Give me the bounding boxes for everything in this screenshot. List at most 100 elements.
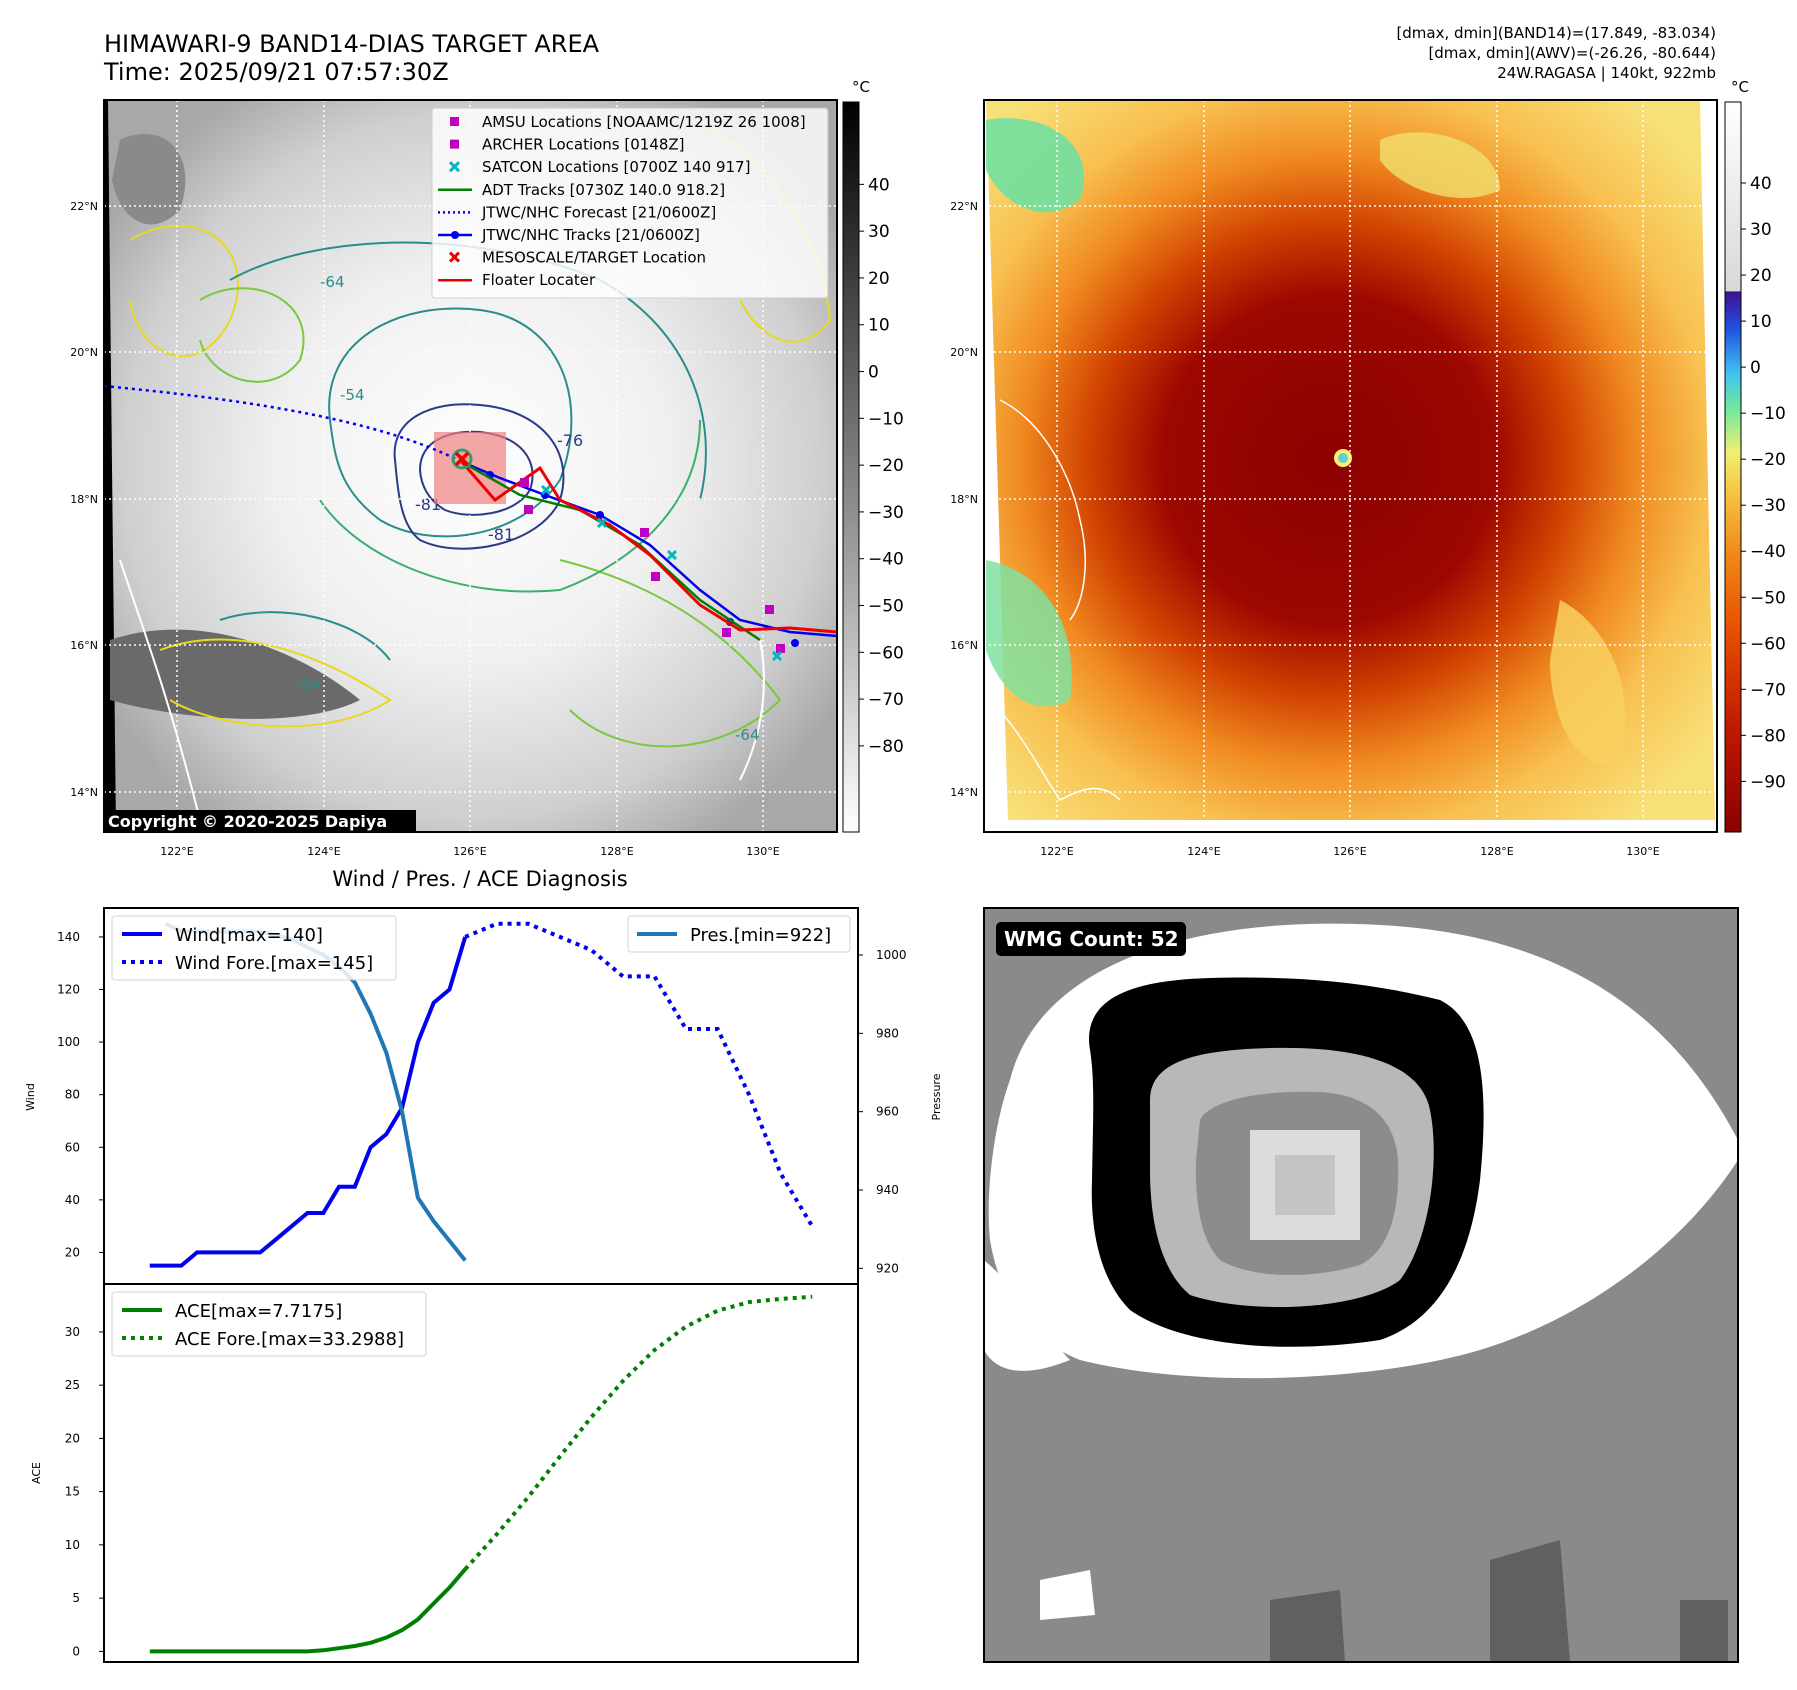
lat-label: 18°N	[70, 493, 98, 506]
legend-label-ace: ACE[max=7.7175]	[175, 1301, 342, 1322]
legend-entry: Floater Locater	[438, 271, 596, 289]
ace-tick-label: 10	[65, 1538, 80, 1552]
wmg-white-patch	[1040, 1570, 1095, 1620]
color-ir-axis-labels: 22°N 20°N 18°N 16°N 14°N 122°E 124°E 126…	[950, 200, 1660, 858]
ace-tick-label: 25	[65, 1378, 80, 1392]
colorbar-tick-label: −20	[1750, 450, 1786, 470]
contour-label: -64	[735, 726, 760, 744]
copyright-text: Copyright © 2020-2025 Dapiya	[108, 812, 387, 831]
lat-label: 14°N	[950, 786, 978, 799]
stats-band14: [dmax, dmin](BAND14)=(17.849, -83.034)	[1396, 24, 1716, 42]
pressure-axis-label: Pressure	[930, 1073, 943, 1120]
lat-label: 16°N	[950, 639, 978, 652]
legend-entry: AMSU Locations [NOAAMC/1219Z 26 1008]	[450, 113, 806, 131]
lon-label: 122°E	[160, 845, 193, 858]
legend-marker-square	[450, 139, 459, 149]
pressure-tick-label: 980	[876, 1026, 899, 1040]
contour-yellow	[159, 638, 392, 728]
contour-label: -54	[340, 386, 365, 404]
archer-marker	[765, 605, 774, 614]
colorbar-tick-label: 40	[868, 175, 890, 195]
colorbar-tick-label: −30	[868, 503, 904, 523]
ace-tick-label: 20	[65, 1431, 80, 1445]
wmg-white-patch	[984, 1260, 1070, 1371]
colorbar-tick-label: −60	[1750, 634, 1786, 654]
legend-label: Floater Locater	[482, 271, 596, 289]
contour-label: -64	[320, 273, 345, 291]
wmg-cloud-region	[1010, 908, 1738, 1080]
archer-marker	[520, 478, 529, 487]
amsu-marker	[722, 628, 731, 637]
colorbar-tick-label: −80	[1750, 726, 1786, 746]
wind-legend-box	[111, 915, 397, 981]
wmg-panel: WMG Count: 52	[983, 907, 1739, 1663]
contour-yellow	[129, 224, 239, 358]
contour-label: -76	[557, 431, 583, 450]
color-ir-warm-band	[1380, 132, 1500, 199]
wind-tick-label: 20	[65, 1245, 80, 1259]
series-line-wind-forecast	[464, 921, 814, 1228]
jtwc-forecast-track	[104, 384, 463, 464]
pressure-tick-label: 1000	[876, 948, 907, 962]
archer-marker	[524, 505, 533, 514]
contour-ring	[328, 307, 573, 538]
legend-label-wind: Wind[max=140]	[175, 925, 323, 946]
wmg-count-badge	[996, 922, 1186, 956]
wmg-count-text: WMG Count: 52	[1004, 927, 1179, 951]
colorbar-left-gradient	[842, 101, 860, 833]
color-ir-gridlines	[984, 100, 1717, 832]
archer-marker	[640, 528, 649, 537]
ir-map-panel: -76 -81 -81 -64 -64 -54 -64	[70, 99, 838, 858]
colorbar-tick-label: 30	[1750, 220, 1772, 240]
color-ir-clear-sky	[986, 118, 1084, 213]
lon-label: 128°E	[1480, 845, 1513, 858]
pressure-tick-label: 960	[876, 1105, 899, 1119]
wind-tick-label: 40	[65, 1193, 80, 1207]
lon-label: 130°E	[1626, 845, 1659, 858]
ace-tick-label: 15	[65, 1485, 80, 1499]
stats-awv: [dmax, dmin](AWV)=(-26.26, -80.644)	[1428, 44, 1716, 62]
contour-label: -81	[488, 525, 514, 544]
series-line-ace	[149, 1567, 467, 1654]
legend-label: ADT Tracks [0730Z 140.0 918.2]	[482, 181, 725, 199]
lat-label: 16°N	[70, 639, 98, 652]
lat-label: 20°N	[70, 346, 98, 359]
ir-clear-sky-south	[110, 629, 360, 719]
wind-tick-label: 140	[57, 930, 80, 944]
legend-entry: MESOSCALE/TARGET Location	[448, 249, 706, 267]
contour-label: -64	[296, 676, 321, 694]
contour-green	[199, 287, 305, 383]
satcon-marker	[666, 549, 678, 561]
legend-label: MESOSCALE/TARGET Location	[482, 249, 706, 267]
figure-title: HIMAWARI-9 BAND14-DIAS TARGET AREA	[104, 30, 600, 58]
ir-map-frame	[103, 99, 838, 833]
lat-label: 18°N	[950, 493, 978, 506]
colorbar-tick-label: 20	[1750, 266, 1772, 286]
wmg-dark-patch	[1490, 1540, 1570, 1662]
ace-tick-label: 0	[72, 1644, 80, 1658]
lon-label: 126°E	[1333, 845, 1366, 858]
legend-marker-dot	[451, 231, 459, 239]
wind-legend: Wind[max=140] Wind Fore.[max=145]	[111, 915, 397, 981]
wind-tick-label: 120	[57, 983, 80, 997]
ace-tick-label: 5	[72, 1591, 80, 1605]
colorbar-tick-label: −50	[1750, 588, 1786, 608]
ace-axis-label: ACE	[30, 1462, 43, 1484]
contour-teal-south	[219, 611, 391, 661]
legend-label: AMSU Locations [NOAAMC/1219Z 26 1008]	[482, 113, 806, 131]
lon-label: 130°E	[746, 845, 779, 858]
track-point	[791, 639, 799, 647]
colorbar-tick-label: 20	[868, 269, 890, 289]
contour-teal	[319, 419, 701, 593]
legend-marker-x	[448, 251, 461, 263]
colorbar-tick-label: 40	[1750, 174, 1772, 194]
ir-contours	[119, 119, 832, 821]
wmg-eye-core	[1275, 1155, 1335, 1215]
colorbar-tick-label: 0	[868, 363, 879, 383]
target-location-marker	[454, 451, 470, 467]
colorbar-tick-label: −40	[1750, 542, 1786, 562]
colorbar-tick-label: −70	[868, 690, 904, 710]
lat-label: 22°N	[70, 200, 98, 213]
lat-label: 14°N	[70, 786, 98, 799]
eye	[1338, 453, 1348, 463]
